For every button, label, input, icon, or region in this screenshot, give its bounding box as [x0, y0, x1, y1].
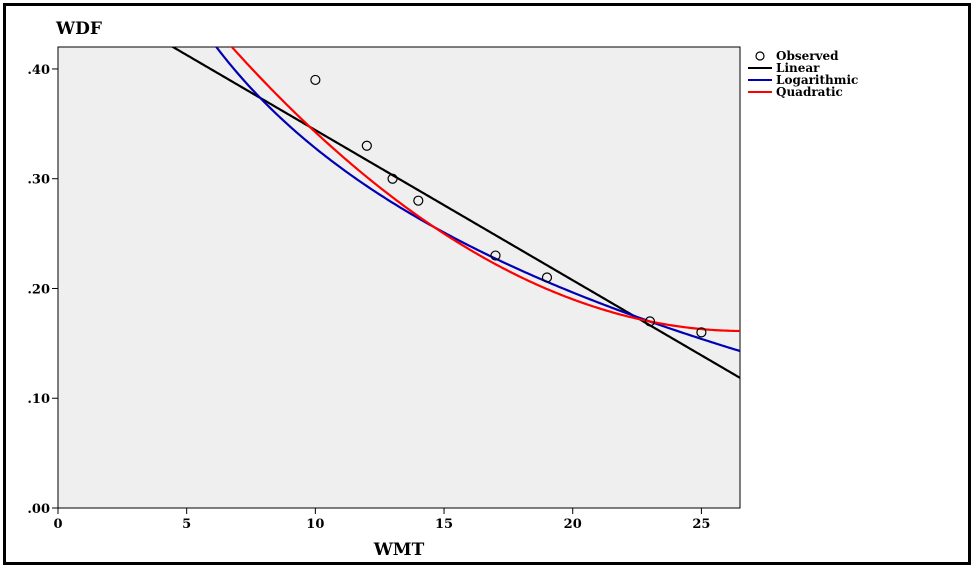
x-tick-label: 10: [306, 517, 324, 532]
x-tick-label: 0: [53, 517, 62, 532]
y-tick-label: .30: [27, 173, 50, 188]
legend-label-logarithmic: Logarithmic: [776, 73, 858, 87]
fit-line-quadratic: [230, 47, 740, 333]
x-tick-label: 15: [435, 517, 453, 532]
legend-label-linear: Linear: [776, 61, 820, 75]
legend-label-observed: Observed: [776, 49, 839, 63]
observed-points: [310, 74, 707, 338]
x-axis-label: WMT: [373, 540, 425, 560]
axes: 0 5 10 15 20 25 .00 .10 .20 .30 .40: [27, 63, 710, 532]
observed-point: [387, 173, 398, 184]
y-tick-label: .20: [27, 282, 50, 297]
observed-point: [541, 272, 553, 283]
fit-line-linear: [170, 47, 740, 379]
observed-point: [490, 250, 501, 261]
observed-point: [361, 140, 372, 151]
fit-lines: [170, 47, 740, 379]
observed-point: [310, 74, 321, 86]
legend-marker-observed: [755, 51, 765, 61]
x-tick-label: 25: [692, 517, 710, 532]
y-tick-label: .40: [27, 63, 50, 78]
legend-label-quadratic: Quadratic: [776, 85, 843, 99]
observed-point: [644, 316, 656, 327]
y-axis-label: WDF: [55, 19, 102, 39]
plot-area: [57, 46, 741, 509]
y-tick-label: .10: [27, 392, 50, 407]
observed-point: [696, 327, 707, 338]
y-tick-label: .00: [27, 502, 50, 517]
fit-line-logarithmic: [214, 47, 740, 353]
x-tick-label: 20: [564, 517, 582, 532]
x-tick-label: 5: [182, 517, 191, 532]
observed-point: [413, 195, 424, 206]
